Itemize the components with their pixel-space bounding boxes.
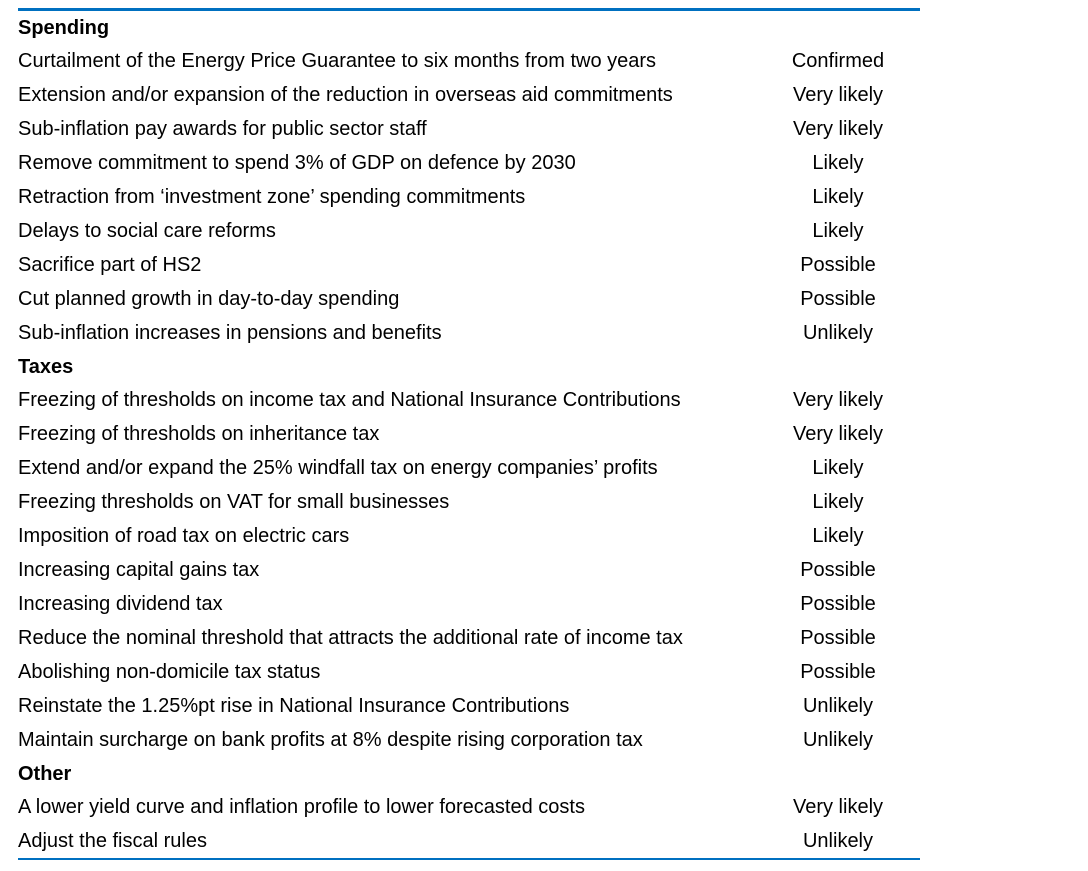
policy-description: Reduce the nominal threshold that attrac… xyxy=(18,625,778,652)
policy-description: Abolishing non-domicile tax status xyxy=(18,659,778,686)
table-row: Delays to social care reformsLikely xyxy=(18,214,920,248)
likelihood-value: Possible xyxy=(778,591,898,618)
table-row: Extension and/or expansion of the reduct… xyxy=(18,78,920,112)
policy-description: Sacrifice part of HS2 xyxy=(18,252,778,279)
likelihood-value: Very likely xyxy=(778,82,898,109)
table-row: Extend and/or expand the 25% windfall ta… xyxy=(18,451,920,485)
likelihood-value: Likely xyxy=(778,184,898,211)
policy-description: Delays to social care reforms xyxy=(18,218,778,245)
policy-description: A lower yield curve and inflation profil… xyxy=(18,794,778,821)
likelihood-value: Likely xyxy=(778,218,898,245)
table-row: Abolishing non-domicile tax statusPossib… xyxy=(18,655,920,689)
policy-description: Adjust the fiscal rules xyxy=(18,828,778,855)
section-header: Spending xyxy=(18,8,920,44)
policy-description: Freezing thresholds on VAT for small bus… xyxy=(18,489,778,516)
policy-likelihood-table: Spending Curtailment of the Energy Price … xyxy=(0,0,920,860)
likelihood-value: Unlikely xyxy=(778,828,898,855)
policy-description: Sub-inflation increases in pensions and … xyxy=(18,320,778,347)
policy-description: Maintain surcharge on bank profits at 8%… xyxy=(18,727,778,754)
policy-description: Freezing of thresholds on income tax and… xyxy=(18,387,778,414)
likelihood-value: Possible xyxy=(778,659,898,686)
table-row: Maintain surcharge on bank profits at 8%… xyxy=(18,723,920,757)
likelihood-value: Likely xyxy=(778,523,898,550)
section-header: Taxes xyxy=(18,350,920,383)
table-row: Imposition of road tax on electric carsL… xyxy=(18,519,920,553)
likelihood-value: Very likely xyxy=(778,421,898,448)
table-row: Freezing of thresholds on income tax and… xyxy=(18,383,920,417)
policy-description: Extend and/or expand the 25% windfall ta… xyxy=(18,455,778,482)
likelihood-value: Unlikely xyxy=(778,320,898,347)
policy-description: Imposition of road tax on electric cars xyxy=(18,523,778,550)
likelihood-value: Possible xyxy=(778,286,898,313)
likelihood-value: Unlikely xyxy=(778,693,898,720)
table-row: Curtailment of the Energy Price Guarante… xyxy=(18,44,920,78)
likelihood-value: Confirmed xyxy=(778,48,898,75)
table-row: Sub-inflation increases in pensions and … xyxy=(18,316,920,350)
policy-description: Remove commitment to spend 3% of GDP on … xyxy=(18,150,778,177)
policy-description: Sub-inflation pay awards for public sect… xyxy=(18,116,778,143)
likelihood-value: Likely xyxy=(778,455,898,482)
likelihood-value: Possible xyxy=(778,557,898,584)
policy-description: Curtailment of the Energy Price Guarante… xyxy=(18,48,778,75)
policy-description: Increasing capital gains tax xyxy=(18,557,778,584)
table-row: Freezing of thresholds on inheritance ta… xyxy=(18,417,920,451)
table-row: Retraction from ‘investment zone’ spendi… xyxy=(18,180,920,214)
table-row: Reinstate the 1.25%pt rise in National I… xyxy=(18,689,920,723)
likelihood-value: Possible xyxy=(778,625,898,652)
policy-description: Cut planned growth in day-to-day spendin… xyxy=(18,286,778,313)
table-body: Spending Curtailment of the Energy Price … xyxy=(18,8,920,860)
section-header: Other xyxy=(18,757,920,790)
table-row: Remove commitment to spend 3% of GDP on … xyxy=(18,146,920,180)
likelihood-value: Very likely xyxy=(778,387,898,414)
table-row: Increasing dividend taxPossible xyxy=(18,587,920,621)
table-row: Cut planned growth in day-to-day spendin… xyxy=(18,282,920,316)
likelihood-value: Very likely xyxy=(778,794,898,821)
policy-description: Extension and/or expansion of the reduct… xyxy=(18,82,778,109)
table-row: A lower yield curve and inflation profil… xyxy=(18,790,920,824)
policy-description: Retraction from ‘investment zone’ spendi… xyxy=(18,184,778,211)
table-row: Increasing capital gains taxPossible xyxy=(18,553,920,587)
likelihood-value: Likely xyxy=(778,150,898,177)
table-row: Reduce the nominal threshold that attrac… xyxy=(18,621,920,655)
policy-description: Increasing dividend tax xyxy=(18,591,778,618)
likelihood-value: Likely xyxy=(778,489,898,516)
table-row: Sub-inflation pay awards for public sect… xyxy=(18,112,920,146)
likelihood-value: Unlikely xyxy=(778,727,898,754)
likelihood-value: Very likely xyxy=(778,116,898,143)
likelihood-value: Possible xyxy=(778,252,898,279)
policy-description: Reinstate the 1.25%pt rise in National I… xyxy=(18,693,778,720)
policy-description: Freezing of thresholds on inheritance ta… xyxy=(18,421,778,448)
table-row: Sacrifice part of HS2Possible xyxy=(18,248,920,282)
table-row: Freezing thresholds on VAT for small bus… xyxy=(18,485,920,519)
table-row: Adjust the fiscal rulesUnlikely xyxy=(18,824,920,860)
